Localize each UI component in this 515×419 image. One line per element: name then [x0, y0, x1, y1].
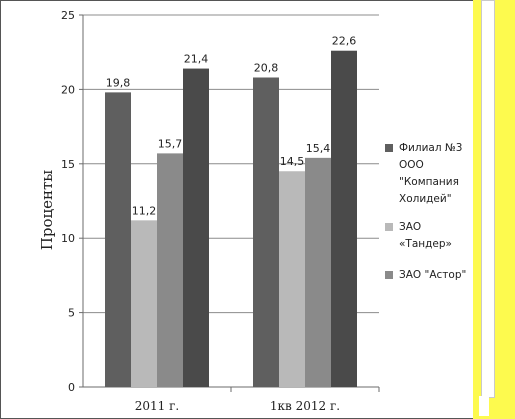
legend-swatch-astor	[385, 271, 393, 279]
y-tick-label: 0	[68, 381, 75, 394]
bar	[183, 68, 209, 388]
scrollbar-foot	[479, 396, 489, 416]
bar-value-label: 14,5	[280, 155, 305, 168]
bar	[157, 153, 183, 387]
y-axis-ticks: 0 5 10 15 20 25	[61, 9, 75, 394]
y-tick-label: 10	[61, 232, 75, 245]
bars	[105, 50, 357, 388]
scrollbar-thumb[interactable]	[481, 0, 495, 398]
bar-value-label: 21,4	[184, 53, 209, 66]
bar-value-label: 15,4	[306, 142, 331, 155]
bar	[131, 220, 157, 387]
bar-value-label: 22,6	[332, 35, 357, 48]
bar	[279, 171, 305, 387]
x-category-label: 2011 г.	[135, 399, 179, 413]
legend-swatch-filial	[385, 144, 393, 152]
bar-value-label: 19,8	[106, 76, 131, 89]
y-tick-label: 25	[61, 9, 75, 22]
bar	[305, 157, 331, 387]
legend-swatch-tander	[385, 223, 393, 231]
bar	[331, 50, 357, 387]
y-tick-label: 15	[61, 158, 75, 171]
bar-value-label: 11,2	[132, 204, 157, 217]
bar-value-label: 20,8	[254, 61, 279, 74]
bar	[253, 77, 279, 387]
y-tick-label: 5	[68, 307, 75, 320]
legend-label-astor: ЗАО "Астор"	[399, 269, 467, 281]
y-tick-label: 20	[61, 83, 75, 96]
legend-item-astor: ЗАО "Астор"	[385, 267, 475, 284]
legend-label-filial: Филиал №3 ООО "Компания Холидей"	[399, 142, 463, 205]
y-axis-title: Проценты	[38, 170, 56, 251]
legend-label-tander: ЗАО «Тандер»	[399, 221, 452, 250]
legend-item-tander: ЗАО «Тандер»	[385, 219, 475, 253]
legend: Филиал №3 ООО "Компания Холидей" ЗАО «Та…	[385, 140, 475, 298]
bar-value-label: 15,7	[158, 137, 183, 150]
data-labels: 19,8 11,2 15,7 21,4 20,8 14,515,4 22,6	[106, 35, 357, 218]
bar	[105, 92, 131, 387]
x-axis-categories: 2011 г. 1кв 2012 г.	[135, 399, 340, 413]
x-category-label: 1кв 2012 г.	[270, 399, 340, 413]
legend-item-filial: Филиал №3 ООО "Компания Холидей"	[385, 140, 475, 208]
